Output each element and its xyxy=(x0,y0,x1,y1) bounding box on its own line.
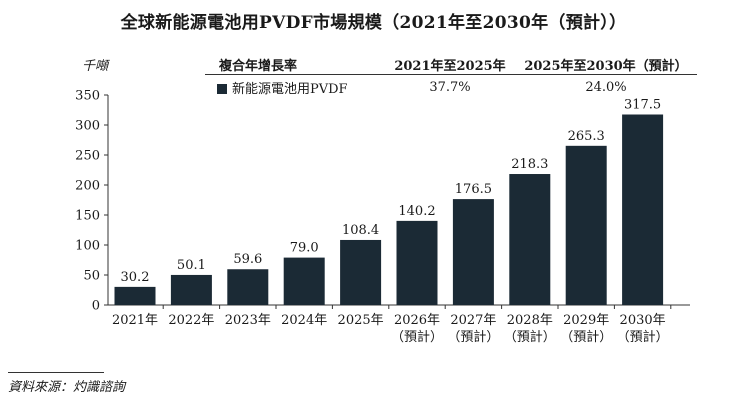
y-tick-label: 50 xyxy=(83,269,100,284)
bar xyxy=(396,220,438,305)
data-label: 265.3 xyxy=(568,129,605,144)
y-tick-label: 200 xyxy=(75,179,100,194)
data-label: 50.1 xyxy=(177,258,206,273)
cagr-header-label: 複合年增長率 xyxy=(219,58,298,74)
x-tick-note: （預計） xyxy=(617,329,669,345)
cagr-table-header: 複合年增長率 2021年至2025年 2025年至2030年（預計） xyxy=(205,54,697,75)
y-tick-label: 350 xyxy=(75,89,100,104)
y-tick-label: 150 xyxy=(75,209,100,224)
legend-label: 新能源電池用PVDF xyxy=(232,81,348,97)
bar xyxy=(283,257,325,305)
x-tick-label: 2022年 xyxy=(168,313,214,328)
x-tick-label: 2021年 xyxy=(112,313,158,328)
bar xyxy=(114,286,156,305)
bar xyxy=(622,114,664,305)
data-label: 108.4 xyxy=(342,223,379,238)
cagr-table: 複合年增長率 2021年至2025年 2025年至2030年（預計） 新能源電池… xyxy=(205,54,697,97)
legend-entry: 新能源電池用PVDF xyxy=(205,78,385,97)
bar xyxy=(509,174,551,305)
x-tick-label: 2026年 xyxy=(394,313,440,328)
source-divider xyxy=(8,372,104,373)
x-tick-label: 2027年 xyxy=(450,313,496,328)
y-tick-label: 250 xyxy=(75,149,100,164)
x-tick-label: 2024年 xyxy=(281,313,327,328)
data-label: 218.3 xyxy=(511,157,548,172)
x-tick-label: 2029年 xyxy=(563,313,609,328)
data-label: 59.6 xyxy=(233,252,262,267)
bar xyxy=(452,199,494,305)
data-label: 317.5 xyxy=(624,98,661,113)
cagr-value-2: 24.0% xyxy=(585,79,627,95)
y-axis-unit-label: 千噸 xyxy=(82,59,109,74)
x-tick-note: （預計） xyxy=(560,329,612,345)
x-tick-label: 2023年 xyxy=(225,313,271,328)
x-tick-note: （預計） xyxy=(391,329,443,345)
bar xyxy=(170,274,212,305)
cagr-table-row: 新能源電池用PVDF 37.7% 24.0% xyxy=(205,77,697,97)
bar xyxy=(340,239,382,305)
x-tick-note: （預計） xyxy=(504,329,556,345)
x-tick-label: 2028年 xyxy=(507,313,553,328)
data-label: 79.0 xyxy=(290,241,319,256)
y-tick-label: 100 xyxy=(75,239,100,254)
cagr-header-period-2: 2025年至2030年（預計） xyxy=(524,58,688,74)
legend-swatch xyxy=(217,83,227,94)
x-tick-label: 2025年 xyxy=(338,313,384,328)
source-note: 資料來源：灼識諮詢 xyxy=(8,380,126,395)
data-label: 176.5 xyxy=(455,182,492,197)
bar xyxy=(227,269,269,305)
bar xyxy=(565,145,607,305)
chart-title: 全球新能源電池用PVDF市場規模（2021年至2030年（預計）） xyxy=(120,13,627,33)
y-tick-label: 300 xyxy=(75,119,100,134)
cagr-value-1: 37.7% xyxy=(429,79,471,95)
x-tick-label: 2030年 xyxy=(620,313,666,328)
y-tick-label: 0 xyxy=(92,299,100,314)
cagr-header-period-1: 2021年至2025年 xyxy=(394,58,506,74)
data-label: 30.2 xyxy=(121,270,150,285)
x-tick-note: （預計） xyxy=(447,329,499,345)
data-label: 140.2 xyxy=(398,204,435,219)
